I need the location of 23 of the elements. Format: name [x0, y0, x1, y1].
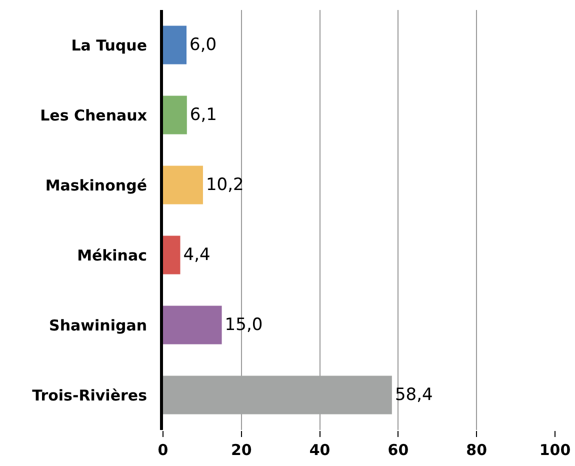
- y-tick-label: Les Chenaux: [40, 106, 148, 124]
- data-label: 10,2: [206, 175, 244, 195]
- x-tick-label: 0: [158, 441, 168, 459]
- x-tick-label: 80: [466, 441, 488, 459]
- x-tick-label: 20: [230, 441, 252, 459]
- bar: [163, 96, 187, 134]
- bar: [163, 236, 180, 274]
- data-label: 4,4: [183, 245, 210, 265]
- bar: [163, 166, 203, 204]
- x-tick-label: 60: [388, 441, 409, 459]
- bar: [163, 306, 222, 344]
- y-tick-label: Mékinac: [77, 246, 147, 264]
- x-tick-label: 40: [309, 441, 330, 459]
- y-tick-label: Maskinongé: [45, 176, 147, 194]
- data-label: 58,4: [394, 385, 433, 405]
- y-tick-label: La Tuque: [71, 36, 147, 54]
- y-tick-label: Trois-Rivières: [32, 386, 148, 404]
- data-label: 6,1: [190, 105, 217, 125]
- y-tick-label: Shawinigan: [49, 316, 147, 334]
- data-label: 15,0: [224, 315, 263, 335]
- bar: [163, 26, 187, 64]
- x-tick-label: 100: [539, 441, 571, 459]
- data-label: 6,0: [190, 35, 217, 55]
